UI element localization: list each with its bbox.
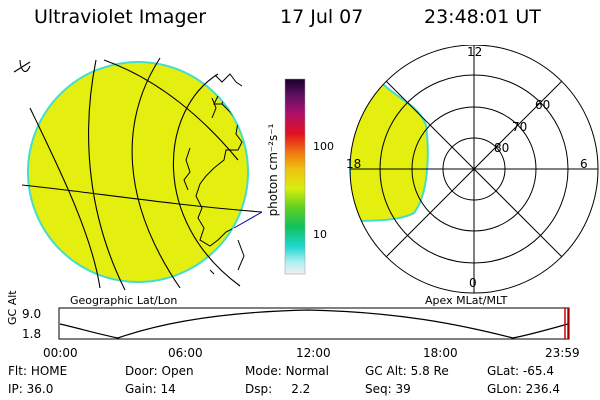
color-scale-bar: [284, 78, 306, 275]
status-dsp: Dsp: 2.2: [245, 382, 311, 396]
mlt-label-18: 18: [346, 157, 362, 171]
status-seq: Seq: 39: [365, 382, 411, 396]
time-label: 23:48:01 UT: [424, 6, 541, 28]
date-label: 17 Jul 07: [280, 6, 364, 28]
altitude-ytick-1.8: 1.8: [22, 327, 42, 341]
status-door: Door: Open: [125, 364, 194, 378]
altitude-curve: [59, 309, 569, 339]
emission-disk: [27, 61, 249, 283]
altitude-xtick-1800: 18:00: [423, 346, 458, 360]
status-gc-alt: GC Alt: 5.8 Re: [365, 364, 449, 378]
mlat-label-80: 80: [494, 141, 510, 155]
coastline: [183, 89, 248, 247]
mlat-label-60: 60: [535, 98, 551, 112]
status-ip: IP: 36.0: [8, 382, 54, 396]
colorbar-tick-100: 100: [313, 140, 334, 153]
polar-grid: [349, 45, 599, 294]
mlt-label-6: 6: [580, 157, 588, 171]
coastline-outside: [209, 73, 262, 275]
mlt-label-0: 0: [469, 276, 477, 290]
altitude-ytick-9: 9.0: [22, 307, 42, 321]
status-gain: Gain: 14: [125, 382, 176, 396]
mlat-label-70: 70: [512, 120, 528, 134]
altitude-plot: [58, 307, 570, 340]
geographic-caption: Geographic Lat/Lon: [70, 294, 178, 307]
mlt-label-12: 12: [467, 45, 483, 59]
status-glon: GLon: 236.4: [487, 382, 560, 396]
status-flt: Flt: HOME: [8, 364, 68, 378]
altitude-xtick-2359: 23:59: [545, 346, 580, 360]
colorbar-tick-10: 10: [313, 228, 327, 241]
altitude-ylabel: GC Alt: [6, 290, 19, 325]
geographic-image-panel: [13, 57, 262, 290]
status-glat: GLat: -65.4: [487, 364, 554, 378]
altitude-xtick-0600: 06:00: [168, 346, 203, 360]
polar-emission-region: [350, 82, 429, 223]
polar-caption: Apex MLat/MLT: [425, 294, 508, 307]
instrument-title: Ultraviolet Imager: [34, 6, 207, 28]
lat-lon-grid: [13, 57, 262, 290]
colorbar-unit-label: photon cm⁻²s⁻¹: [266, 123, 280, 217]
altitude-xtick-0000: 00:00: [43, 346, 78, 360]
polar-mlt-panel: [349, 45, 599, 294]
altitude-xtick-1200: 12:00: [296, 346, 331, 360]
status-mode: Mode: Normal: [245, 364, 329, 378]
